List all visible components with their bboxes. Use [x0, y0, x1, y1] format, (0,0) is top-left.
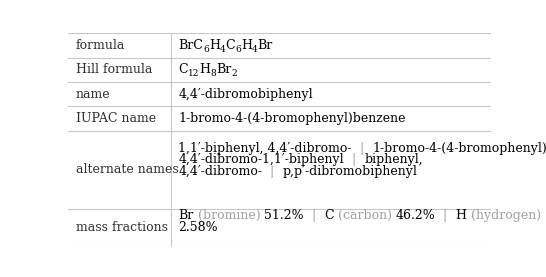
Text: alternate names: alternate names [76, 163, 179, 176]
Text: H: H [209, 39, 220, 52]
Text: 4,4′-dibromobiphenyl: 4,4′-dibromobiphenyl [178, 88, 313, 101]
Text: |: | [262, 165, 282, 178]
Text: name: name [76, 88, 110, 101]
Text: 1,1′-biphenyl, 4,4′-dibromo-: 1,1′-biphenyl, 4,4′-dibromo- [178, 142, 352, 155]
Text: 4: 4 [220, 45, 225, 54]
Text: |: | [435, 209, 456, 222]
Text: H: H [456, 209, 467, 222]
Text: 46.2%: 46.2% [396, 209, 435, 222]
Text: 4,4′-dibromo-1,1′-biphenyl: 4,4′-dibromo-1,1′-biphenyl [178, 153, 344, 166]
Text: (bromine): (bromine) [193, 209, 264, 222]
Text: 4: 4 [252, 45, 258, 54]
Text: Br: Br [258, 39, 273, 52]
Text: C: C [178, 63, 188, 76]
Text: 51.2%: 51.2% [264, 209, 304, 222]
Text: Br: Br [216, 63, 232, 76]
Text: formula: formula [76, 39, 125, 52]
Text: 1-bromo-4-(4-bromophenyl)benzene: 1-bromo-4-(4-bromophenyl)benzene [178, 112, 406, 125]
Text: H: H [241, 39, 252, 52]
Text: 1-bromo-4-(4-bromophenyl)benzene: 1-bromo-4-(4-bromophenyl)benzene [372, 142, 546, 155]
Text: 4,4′-dibromo-: 4,4′-dibromo- [178, 165, 262, 178]
Text: 6: 6 [203, 45, 209, 54]
Text: BrC: BrC [178, 39, 203, 52]
Text: p,p′-dibromobiphenyl: p,p′-dibromobiphenyl [282, 165, 417, 178]
Text: biphenyl,: biphenyl, [364, 153, 423, 166]
Text: |: | [344, 153, 364, 166]
Text: (hydrogen): (hydrogen) [467, 209, 541, 222]
Text: mass fractions: mass fractions [76, 221, 168, 234]
Text: Br: Br [178, 209, 193, 222]
Text: |: | [304, 209, 324, 222]
Text: 6: 6 [235, 45, 241, 54]
Text: C: C [324, 209, 334, 222]
Text: 2: 2 [232, 69, 237, 78]
Text: Hill formula: Hill formula [76, 63, 152, 76]
Text: (carbon): (carbon) [334, 209, 396, 222]
Text: 12: 12 [188, 69, 199, 78]
Text: H: H [199, 63, 210, 76]
Text: |: | [352, 142, 372, 155]
Text: 8: 8 [210, 69, 216, 78]
Text: IUPAC name: IUPAC name [76, 112, 156, 125]
Text: 2.58%: 2.58% [178, 221, 218, 234]
Text: C: C [225, 39, 235, 52]
